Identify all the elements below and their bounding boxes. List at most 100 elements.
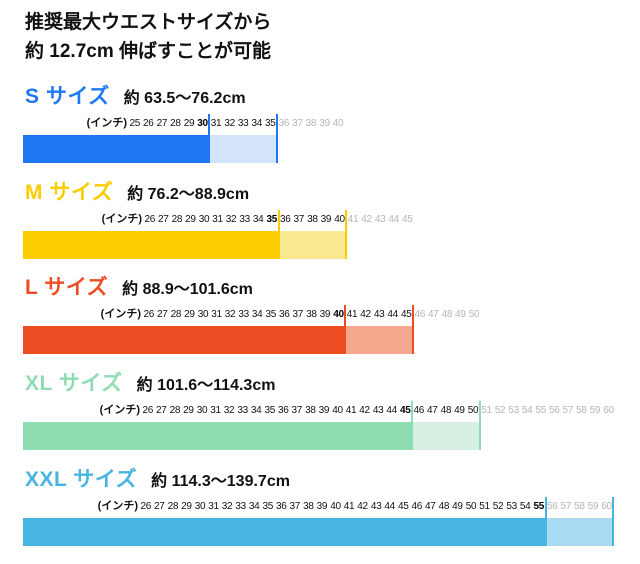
inch-number: 26: [140, 501, 152, 512]
inch-number: 38: [306, 309, 317, 320]
inch-number: 31: [210, 405, 221, 416]
inch-number: 26: [144, 214, 156, 225]
page-title: 推奨最大ウエストサイズから約 12.7cm 伸ばすことが可能: [25, 8, 271, 66]
size-name-label: L サイズ: [25, 276, 109, 299]
inch-number: 50: [465, 501, 477, 512]
inch-number: 52: [492, 501, 504, 512]
inch-number: 34: [248, 501, 260, 512]
inch-unit-label: (インチ): [100, 308, 141, 320]
inch-number: 35: [262, 501, 273, 512]
inch-number: 59: [587, 501, 599, 512]
inch-number: 48: [441, 309, 453, 320]
inch-number: 54: [519, 501, 531, 512]
inch-number: 36: [278, 118, 290, 129]
inch-number: 37: [289, 501, 301, 512]
inch-number: 31: [208, 501, 219, 512]
inch-number: 57: [562, 405, 574, 416]
recommended-range-bar: [23, 326, 346, 354]
inch-number: 33: [239, 214, 250, 225]
size-block-l: L サイズ約 88.9〜101.6cm (インチ) 26 27 28 29 30 31 32 33…: [0, 271, 640, 359]
inch-number: 44: [387, 309, 398, 320]
inch-number: 37: [291, 405, 303, 416]
stretch-range-bar: [345, 326, 413, 354]
inch-number: 40: [334, 214, 345, 225]
size-header-l: L サイズ約 88.9〜101.6cm: [25, 271, 253, 301]
inch-number: 48: [440, 405, 452, 416]
inch-number: 36: [279, 309, 290, 320]
stretch-range-bar: [278, 231, 347, 259]
inch-number: 31: [211, 309, 222, 320]
inch-number: 39: [320, 214, 332, 225]
inch-number: 42: [359, 405, 370, 416]
inch-number: 30: [196, 405, 208, 416]
inch-number: 27: [156, 118, 168, 129]
inch-number: 30: [194, 501, 206, 512]
inch-number: 41: [346, 309, 358, 320]
inch-number: 49: [452, 501, 463, 512]
inch-number: 51: [479, 501, 490, 512]
inch-number: 29: [183, 118, 195, 129]
stretch-limit-line: [612, 497, 615, 546]
inch-number: 34: [251, 118, 262, 129]
inch-number: 41: [347, 214, 359, 225]
inch-number: 36: [280, 214, 291, 225]
inch-number: 45: [401, 214, 413, 225]
inch-number: 54: [521, 405, 533, 416]
recommended-range-bar: [23, 135, 210, 163]
inch-number: 58: [574, 501, 585, 512]
inch-number: 50: [468, 309, 480, 320]
inch-number: 30: [197, 118, 208, 129]
stretch-limit-line: [345, 210, 348, 259]
max-size-divider-line: [277, 210, 280, 259]
size-range-label: 約 114.3〜139.7cm: [151, 473, 290, 490]
inch-number: 41: [343, 501, 355, 512]
size-block-xl: XL サイズ約 101.6〜114.3cm (インチ) 26 27 28 29 30 31 32…: [0, 367, 640, 455]
inch-unit-label: (インチ): [86, 117, 127, 129]
inch-number: 42: [357, 501, 368, 512]
inch-scale-m: (インチ) 26 27 28 29 30 31 32 33 34 35 36 37 38 39 40 41 42 4…: [0, 212, 640, 227]
inch-number: 50: [467, 405, 479, 416]
inch-number: 41: [345, 405, 357, 416]
inch-scale-l: (インチ) 26 27 28 29 30 31 32 33 34 35 36 37 38 39 40 41 42 4…: [0, 307, 640, 322]
inch-number: 28: [169, 405, 181, 416]
recommended-range-bar: [23, 231, 279, 259]
size-range-label: 約 101.6〜114.3cm: [136, 377, 276, 394]
inch-number: 45: [399, 405, 411, 416]
inch-scale-xxl: (インチ) 26 27 28 29 30 31 32 33 34 35 36 37 38 39 40 41 42 4…: [0, 499, 640, 514]
inch-number: 33: [237, 405, 248, 416]
inch-number: 55: [533, 501, 544, 512]
inch-number: 39: [319, 309, 331, 320]
size-range-label: 約 76.2〜88.9cm: [127, 186, 250, 203]
inch-number: 26: [143, 309, 155, 320]
size-header-s: S サイズ約 63.5〜76.2cm: [25, 80, 246, 110]
size-block-xxl: XXL サイズ約 114.3〜139.7cm (インチ) 26 27 28 29 30 31 3…: [0, 463, 640, 551]
inch-number: 59: [589, 405, 601, 416]
size-name-label: XL サイズ: [25, 372, 123, 395]
recommended-range-bar: [23, 422, 412, 450]
inch-number: 37: [293, 214, 305, 225]
inch-number: 39: [318, 405, 330, 416]
recommended-range-bar: [23, 518, 546, 546]
title-line1: 推奨最大ウエストサイズから: [25, 12, 272, 33]
inch-number: 48: [438, 501, 450, 512]
max-size-divider-line: [208, 114, 211, 163]
inch-number: 49: [454, 405, 465, 416]
inch-number: 25: [129, 118, 141, 129]
inch-number: 47: [427, 405, 438, 416]
inch-number: 33: [238, 309, 249, 320]
inch-number: 36: [276, 501, 287, 512]
stretch-limit-line: [412, 305, 414, 354]
max-size-divider-line: [344, 305, 347, 354]
inch-number: 43: [372, 405, 384, 416]
inch-number: 51: [481, 405, 492, 416]
inch-number: 32: [225, 214, 237, 225]
inch-number: 35: [266, 214, 277, 225]
stretch-range-bar: [209, 135, 278, 163]
inch-number: 26: [143, 118, 154, 129]
inch-number: 30: [198, 214, 210, 225]
inch-number: 32: [224, 309, 236, 320]
inch-number: 42: [361, 214, 372, 225]
inch-number: 46: [414, 309, 426, 320]
inch-number: 35: [265, 118, 276, 129]
